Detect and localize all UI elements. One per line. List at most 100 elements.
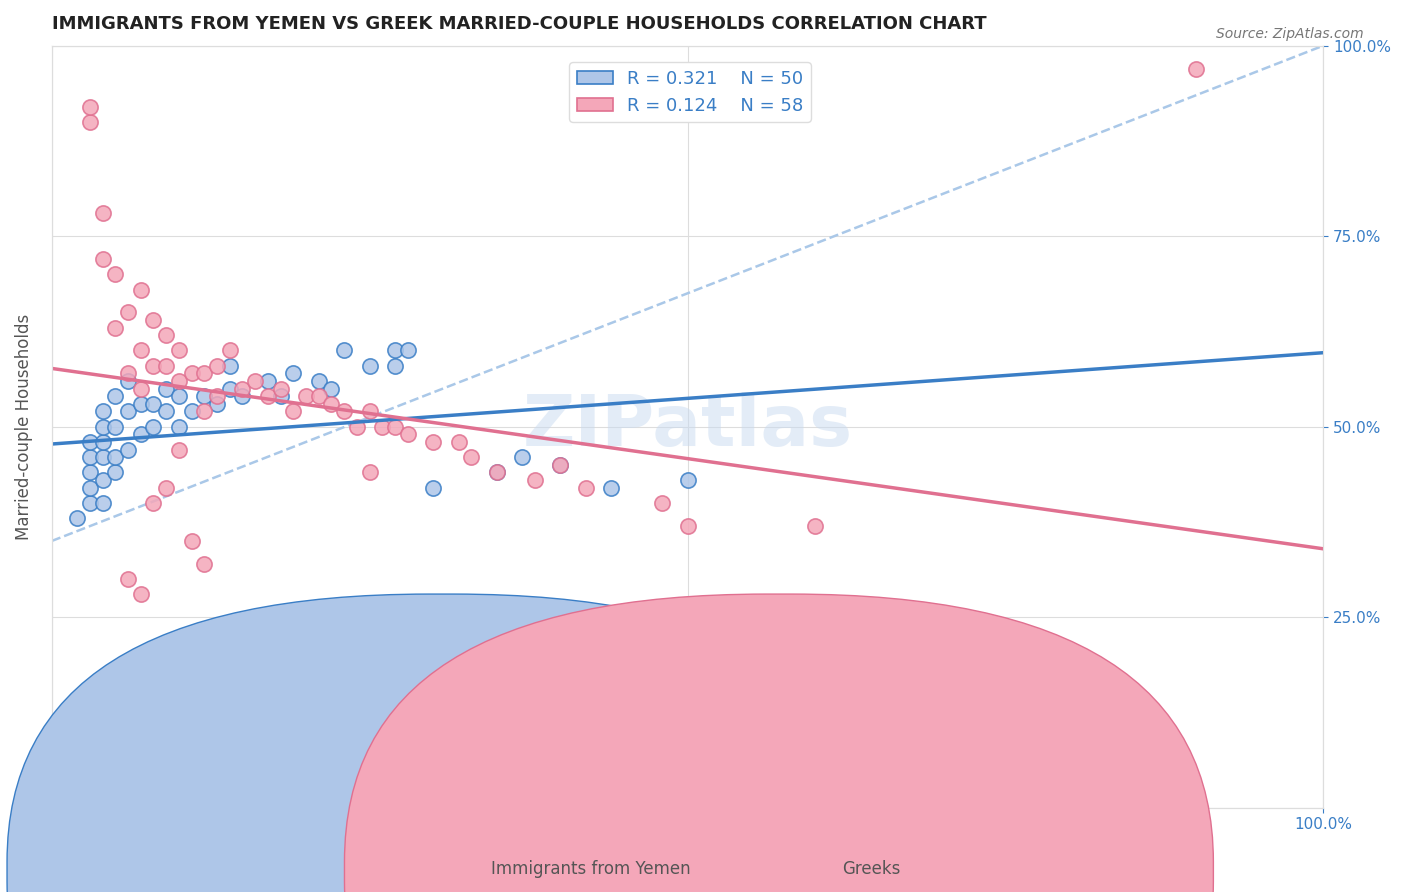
Point: [91, 419, 114, 434]
Point: [231, 389, 253, 403]
Point: [79, 100, 101, 114]
Point: [676, 473, 699, 487]
Point: [129, 397, 152, 411]
Point: [193, 367, 215, 381]
Point: [283, 367, 305, 381]
Point: [702, 648, 724, 663]
Point: [104, 389, 127, 403]
Point: [295, 389, 318, 403]
Point: [142, 397, 165, 411]
Point: [257, 374, 280, 388]
Point: [155, 359, 177, 373]
Point: [117, 442, 139, 457]
Point: [129, 427, 152, 442]
Text: Greeks: Greeks: [842, 860, 901, 878]
Point: [180, 367, 202, 381]
Point: [510, 450, 533, 465]
Point: [359, 404, 381, 418]
Point: [117, 367, 139, 381]
Point: [523, 473, 546, 487]
Point: [384, 419, 406, 434]
Point: [422, 481, 444, 495]
Point: [218, 343, 240, 358]
Point: [396, 427, 419, 442]
Point: [676, 518, 699, 533]
Point: [205, 389, 228, 403]
Point: [79, 481, 101, 495]
Point: [91, 450, 114, 465]
Point: [193, 557, 215, 571]
Point: [384, 343, 406, 358]
Text: Source: ZipAtlas.com: Source: ZipAtlas.com: [1216, 27, 1364, 41]
Point: [308, 374, 330, 388]
Point: [142, 496, 165, 510]
Point: [321, 382, 343, 396]
Point: [142, 313, 165, 327]
Point: [155, 481, 177, 495]
Point: [485, 466, 508, 480]
Point: [91, 434, 114, 449]
Point: [167, 442, 190, 457]
Point: [651, 496, 673, 510]
Point: [193, 404, 215, 418]
Point: [117, 572, 139, 586]
Point: [485, 466, 508, 480]
Point: [104, 419, 127, 434]
Point: [79, 466, 101, 480]
Point: [205, 397, 228, 411]
Point: [91, 404, 114, 418]
Point: [142, 419, 165, 434]
Point: [550, 458, 572, 472]
Legend: R = 0.321    N = 50, R = 0.124    N = 58: R = 0.321 N = 50, R = 0.124 N = 58: [569, 62, 811, 122]
Point: [346, 419, 368, 434]
Text: ZIPatlas: ZIPatlas: [523, 392, 852, 461]
Point: [371, 419, 394, 434]
Point: [129, 587, 152, 601]
Point: [422, 434, 444, 449]
Point: [321, 397, 343, 411]
Point: [155, 328, 177, 343]
Point: [257, 389, 280, 403]
Point: [333, 343, 356, 358]
Point: [129, 283, 152, 297]
Point: [79, 434, 101, 449]
Y-axis label: Married-couple Households: Married-couple Households: [15, 314, 32, 540]
Point: [180, 533, 202, 548]
Point: [91, 473, 114, 487]
Point: [460, 450, 482, 465]
Point: [396, 343, 419, 358]
Point: [270, 382, 292, 396]
Point: [333, 404, 356, 418]
Text: IMMIGRANTS FROM YEMEN VS GREEK MARRIED-COUPLE HOUSEHOLDS CORRELATION CHART: IMMIGRANTS FROM YEMEN VS GREEK MARRIED-C…: [52, 15, 987, 33]
Point: [104, 466, 127, 480]
Point: [79, 450, 101, 465]
Point: [218, 359, 240, 373]
Point: [117, 404, 139, 418]
Point: [205, 359, 228, 373]
Point: [803, 518, 825, 533]
Point: [600, 481, 623, 495]
Point: [231, 382, 253, 396]
Point: [359, 466, 381, 480]
Point: [283, 404, 305, 418]
Point: [91, 496, 114, 510]
Point: [104, 450, 127, 465]
Point: [193, 389, 215, 403]
Point: [167, 343, 190, 358]
Point: [104, 267, 127, 281]
Point: [550, 458, 572, 472]
Point: [91, 252, 114, 266]
Point: [104, 320, 127, 334]
Point: [79, 115, 101, 129]
Point: [575, 481, 598, 495]
Point: [142, 359, 165, 373]
Point: [66, 763, 89, 777]
Point: [155, 404, 177, 418]
Point: [66, 511, 89, 525]
Point: [79, 496, 101, 510]
Text: Immigrants from Yemen: Immigrants from Yemen: [491, 860, 690, 878]
Point: [117, 374, 139, 388]
Point: [359, 359, 381, 373]
Point: [167, 389, 190, 403]
Point: [447, 434, 470, 449]
